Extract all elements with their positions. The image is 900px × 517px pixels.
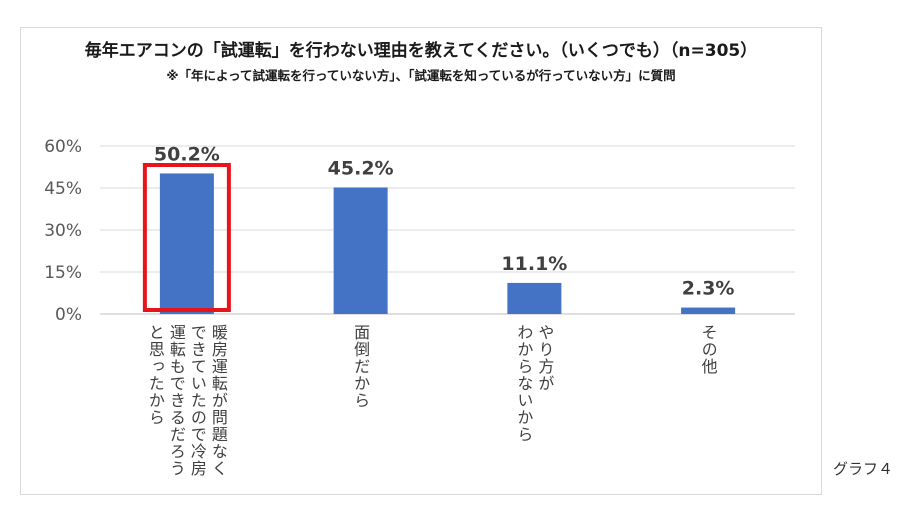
data-label: 50.2% — [154, 143, 220, 165]
x-tick-label: 暖房運転が問題なく できていたので冷房 運転もできるだろう と思ったから — [145, 324, 228, 477]
y-tick-label: 45% — [44, 179, 82, 199]
bar — [333, 187, 388, 314]
highlight-box — [142, 163, 231, 312]
y-tick-label: 30% — [44, 221, 82, 241]
y-tick-label: 15% — [44, 263, 82, 283]
y-tick-label: 0% — [55, 305, 82, 325]
x-tick-label: その他 — [698, 324, 718, 375]
data-label: 11.1% — [501, 253, 567, 275]
bar — [159, 173, 214, 314]
x-tick-label: 面倒だから — [351, 324, 371, 409]
bar — [681, 307, 736, 314]
data-label: 2.3% — [682, 278, 735, 300]
chart-frame — [20, 27, 822, 495]
figure-caption: グラフ４ — [833, 460, 894, 478]
data-label: 45.2% — [328, 157, 394, 179]
x-tick-label: やり方が わからないから — [514, 324, 555, 443]
y-tick-label: 60% — [44, 137, 82, 157]
chart-title: 毎年エアコンの「試運転」を行わない理由を教えてください。（いくつでも）（n=30… — [84, 41, 758, 61]
chart-subtitle: ※「年によって試運転を行っていない方」、「試運転を知っているが行っていない方」に… — [166, 68, 676, 83]
bar — [507, 282, 562, 314]
